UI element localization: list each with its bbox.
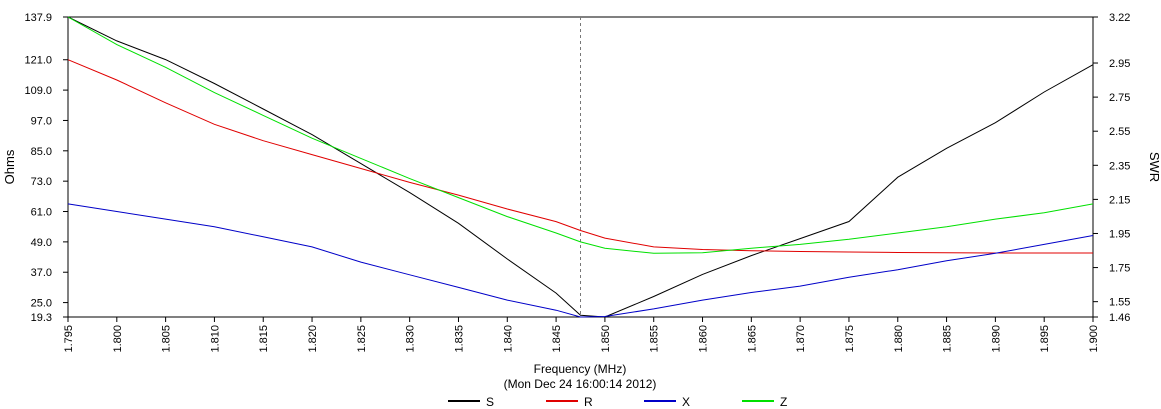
y-left-tick-label: 61.0: [31, 207, 52, 219]
y-right-tick-label: 1.55: [1109, 297, 1130, 309]
y-right-tick-label: 2.95: [1109, 58, 1130, 70]
legend-label-r: R: [584, 395, 593, 409]
series-line-z: [67, 16, 1094, 254]
x-tick-label: 1.835: [453, 325, 465, 353]
y-left-tick-label: 19.3: [31, 312, 52, 324]
x-tick-label: 1.795: [63, 325, 75, 353]
y-right-tick-label: 3.22: [1109, 12, 1130, 24]
x-tick-label: 1.885: [942, 325, 954, 353]
y-left-axis-title: Ohms: [2, 149, 17, 184]
x-tick-label: 1.805: [161, 325, 173, 353]
series-line-x: [67, 203, 1094, 318]
y-right-tick-label: 2.35: [1109, 160, 1130, 172]
y-left-tick-label: 37.0: [31, 267, 52, 279]
legend-label-s: S: [486, 395, 494, 409]
x-tick-label: 1.860: [698, 325, 710, 353]
x-tick-label: 1.830: [405, 325, 417, 353]
x-tick-label: 1.800: [112, 325, 124, 353]
y-left-tick-label: 85.0: [31, 146, 52, 158]
x-tick-label: 1.815: [258, 325, 270, 353]
x-axis-ticks: 1.795 1.800 1.805 1.810 1.815 1.820 1.825 1.830…: [63, 317, 1100, 353]
y-left-tick-label: 73.0: [31, 176, 52, 188]
x-tick-label: 1.845: [551, 325, 563, 353]
x-tick-label: 1.895: [1039, 325, 1051, 353]
series-group: [67, 16, 1094, 318]
y-right-axis-title: SWR: [1147, 152, 1161, 182]
y-right-tick-label: 1.46: [1109, 312, 1130, 324]
x-tick-label: 1.840: [502, 325, 514, 353]
y-right-tick-label: 1.75: [1109, 263, 1130, 275]
x-tick-label: 1.870: [795, 325, 807, 353]
y-left-axis-ticks: 137.9 121.0 109.0 97.0 85.0 73.0 61.0 49.0 37.0 2…: [24, 12, 68, 324]
y-left-tick-label: 121.0: [24, 55, 52, 67]
y-left-tick-label: 25.0: [31, 298, 52, 310]
y-right-tick-label: 1.95: [1109, 228, 1130, 240]
x-tick-label: 1.825: [356, 325, 368, 353]
y-left-tick-label: 109.0: [24, 85, 52, 97]
timestamp-label: (Mon Dec 24 16:00:14 2012): [504, 377, 657, 391]
y-right-axis-ticks: 3.22 2.95 2.75 2.55 2.35 2.15 1.95 1.75 1.55 1.46: [1093, 12, 1130, 324]
x-tick-label: 1.890: [990, 325, 1002, 353]
legend-label-z: Z: [780, 395, 787, 409]
y-right-tick-label: 2.55: [1109, 126, 1130, 138]
x-tick-label: 1.875: [844, 325, 856, 353]
series-line-r: [67, 59, 1093, 254]
x-tick-label: 1.810: [209, 325, 221, 353]
x-tick-label: 1.880: [893, 325, 905, 353]
y-left-tick-label: 49.0: [31, 237, 52, 249]
x-tick-label: 1.820: [307, 325, 319, 353]
x-tick-label: 1.865: [746, 325, 758, 353]
y-left-tick-label: 137.9: [24, 12, 52, 24]
x-tick-label: 1.850: [600, 325, 612, 353]
y-right-tick-label: 2.75: [1109, 92, 1130, 104]
x-tick-label: 1.900: [1088, 325, 1100, 353]
x-axis-title: Frequency (MHz): [534, 362, 627, 376]
series-line-s: [67, 16, 1094, 318]
y-left-tick-label: 97.0: [31, 115, 52, 127]
legend-label-x: X: [682, 395, 690, 409]
y-right-tick-label: 2.15: [1109, 194, 1130, 206]
x-tick-label: 1.855: [649, 325, 661, 353]
